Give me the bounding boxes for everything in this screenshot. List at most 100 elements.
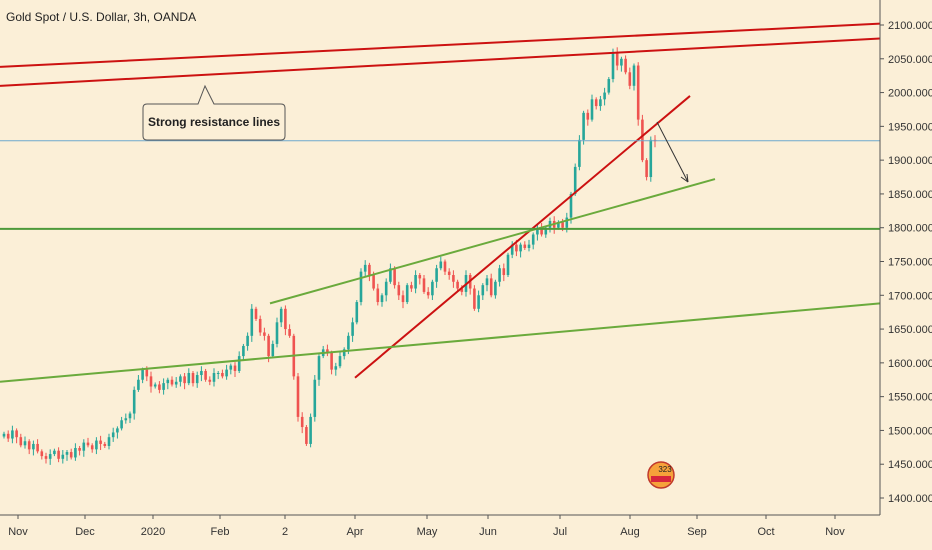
candle-body bbox=[620, 58, 623, 66]
candle-body bbox=[195, 375, 199, 384]
x-tick-label: Dec bbox=[75, 526, 95, 538]
candle-body bbox=[565, 217, 569, 228]
candle-body bbox=[267, 335, 270, 357]
candle-body bbox=[338, 356, 342, 367]
candle-body bbox=[628, 72, 632, 86]
resistance-line-lower[interactable] bbox=[0, 37, 881, 87]
author-logo-stripe bbox=[651, 476, 671, 482]
candle-body bbox=[128, 413, 132, 419]
candle-body bbox=[11, 430, 14, 439]
candle-body bbox=[132, 389, 136, 414]
candle-body bbox=[103, 443, 107, 446]
candle-body bbox=[355, 302, 359, 323]
time-axis[interactable]: Nov Dec 2020 Feb 2 Apr May Jun Jul Aug Sep Oct Nov bbox=[0, 514, 880, 538]
candle-body bbox=[174, 381, 178, 385]
candle-body bbox=[57, 450, 60, 459]
candle-body bbox=[531, 234, 535, 245]
channel-line-green[interactable] bbox=[269, 178, 716, 305]
candle-body bbox=[389, 268, 392, 282]
y-tick-label: 1550.000 bbox=[888, 392, 932, 404]
trendlines-group bbox=[0, 22, 881, 383]
candle-body bbox=[477, 295, 480, 309]
candle-body bbox=[36, 443, 39, 452]
candle-body bbox=[179, 376, 182, 382]
y-tick-label: 1800.000 bbox=[888, 223, 932, 235]
candle-body bbox=[523, 244, 527, 248]
candle-body bbox=[145, 369, 149, 377]
candle-body bbox=[376, 288, 380, 303]
candle-body bbox=[99, 440, 102, 444]
long-support-line-green[interactable] bbox=[0, 302, 881, 383]
rising-trendline-red[interactable] bbox=[354, 95, 691, 379]
candle-body bbox=[111, 432, 115, 438]
candle-body bbox=[237, 356, 241, 371]
y-tick-label: 2100.000 bbox=[888, 20, 932, 32]
candle-body bbox=[6, 433, 10, 439]
candle-body bbox=[405, 285, 409, 303]
candle-body bbox=[418, 275, 422, 279]
candle-body bbox=[275, 322, 279, 344]
candle-body bbox=[271, 343, 275, 357]
candle-body bbox=[313, 379, 317, 417]
candle-body bbox=[414, 275, 417, 289]
forecast-arrow[interactable] bbox=[656, 121, 689, 183]
candle-body bbox=[573, 166, 577, 194]
candle-body bbox=[615, 52, 619, 66]
candle-body bbox=[69, 452, 73, 458]
candle-body bbox=[578, 139, 581, 167]
candle-body bbox=[212, 372, 216, 382]
candle-body bbox=[435, 268, 438, 282]
candle-body bbox=[221, 372, 224, 377]
candle-body bbox=[107, 437, 111, 446]
candle-body bbox=[334, 366, 338, 370]
candle-body bbox=[561, 222, 564, 228]
candle-body bbox=[431, 281, 434, 296]
candle-body bbox=[510, 244, 514, 255]
candle-body bbox=[452, 275, 455, 282]
candle-body bbox=[393, 268, 396, 286]
y-tick-label: 1400.000 bbox=[888, 493, 932, 505]
candle-body bbox=[86, 442, 90, 446]
x-tick-label: Aug bbox=[620, 526, 640, 538]
candle-body bbox=[582, 112, 585, 140]
candle-body bbox=[284, 308, 287, 330]
candle-body bbox=[519, 244, 522, 252]
candle-body bbox=[32, 443, 35, 450]
candle-body bbox=[44, 456, 48, 459]
candle-body bbox=[19, 437, 23, 446]
x-tick-label: Nov bbox=[825, 526, 845, 538]
price-axis[interactable]: 1400.000 1450.000 1500.000 1550.000 1600.000… bbox=[879, 0, 932, 550]
callout-box[interactable] bbox=[142, 84, 286, 141]
x-tick-label: 2 bbox=[282, 526, 288, 538]
candle-body bbox=[48, 454, 52, 459]
candle-body bbox=[456, 281, 459, 289]
candle-body bbox=[540, 227, 543, 235]
candle-body bbox=[166, 379, 170, 384]
candle-body bbox=[23, 441, 27, 446]
candle-body bbox=[170, 379, 174, 385]
author-logo-label: 323 bbox=[658, 465, 672, 474]
y-tick-label: 1700.000 bbox=[888, 290, 932, 302]
candle-body bbox=[481, 285, 485, 296]
candle-body bbox=[527, 244, 531, 248]
candle-body bbox=[624, 58, 627, 73]
candle-body bbox=[296, 376, 300, 417]
candle-body bbox=[447, 271, 451, 276]
candle-body bbox=[187, 372, 191, 384]
x-tick-label: Oct bbox=[757, 526, 774, 538]
candle-body bbox=[242, 345, 245, 357]
candle-body bbox=[120, 420, 123, 429]
candle-body bbox=[372, 275, 375, 289]
candle-body bbox=[95, 440, 98, 450]
y-tick-label: 2050.000 bbox=[888, 54, 932, 66]
candle-body bbox=[489, 278, 493, 296]
candle-body bbox=[368, 264, 371, 276]
candle-body bbox=[15, 430, 18, 438]
resistance-line-upper[interactable] bbox=[0, 22, 881, 68]
x-tick-label: Feb bbox=[211, 526, 230, 538]
candle-body bbox=[137, 379, 140, 390]
candle-body bbox=[2, 433, 6, 437]
x-tick-label: Nov bbox=[8, 526, 28, 538]
